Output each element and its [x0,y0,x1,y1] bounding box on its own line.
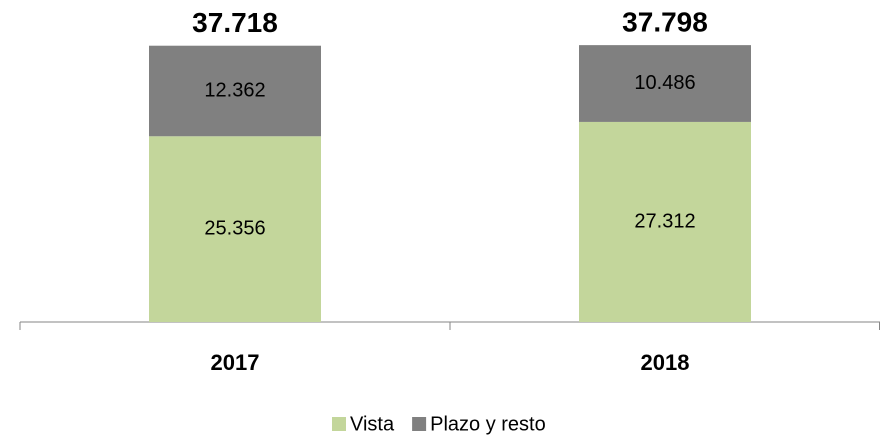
x-tick-label: 2017 [211,350,260,375]
legend-label: Plazo y resto [430,413,546,435]
data-label: 12.362 [204,79,265,101]
total-label: 37.718 [192,7,278,38]
bar-segment [579,45,751,122]
bar-segment [579,121,751,322]
legend-swatch [332,417,346,431]
data-label: 25.356 [204,217,265,239]
bar-segment [149,45,321,137]
x-tick-label: 2018 [641,350,690,375]
legend-label: Vista [350,413,395,435]
legend-swatch [412,417,427,431]
total-label: 37.798 [622,7,708,38]
data-label: 27.312 [634,210,695,232]
data-label: 10.486 [634,72,695,94]
bar-segment [149,136,321,322]
